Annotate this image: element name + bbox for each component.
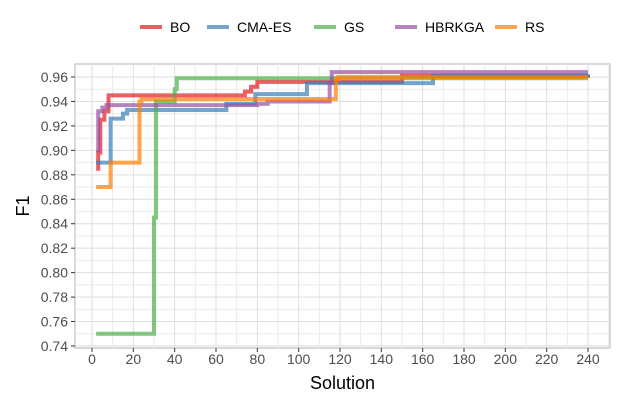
series-line-gs [96, 76, 588, 336]
series-line-rs [96, 75, 588, 190]
x-tick-label: 160 [411, 351, 435, 367]
y-tick-label: 0.78 [41, 289, 68, 305]
legend-label: RS [525, 19, 544, 35]
y-tick-label: 0.88 [41, 167, 68, 183]
y-tick-label: 0.84 [41, 216, 68, 232]
x-tick-label: 20 [126, 351, 142, 367]
x-tick-label: 0 [88, 351, 96, 367]
legend-label: HBRKGA [425, 19, 485, 35]
legend-label: CMA-ES [237, 19, 291, 35]
x-axis-label: Solution [310, 373, 375, 393]
x-tick-label: 40 [167, 351, 183, 367]
y-tick-label: 0.74 [41, 338, 68, 354]
y-tick-label: 0.90 [41, 142, 68, 158]
x-tick-label: 200 [494, 351, 518, 367]
y-tick-label: 0.86 [41, 191, 68, 207]
y-axis-label: F1 [13, 195, 33, 216]
y-tick-label: 0.80 [41, 265, 68, 281]
x-tick-label: 240 [576, 351, 600, 367]
y-tick-label: 0.96 [41, 69, 68, 85]
x-tick-label: 120 [328, 351, 352, 367]
x-tick-label: 60 [208, 351, 224, 367]
series-line-hbrkga [96, 70, 588, 153]
x-tick-label: 220 [535, 351, 559, 367]
legend-label: BO [170, 19, 190, 35]
y-tick-label: 0.92 [41, 118, 68, 134]
legend-label: GS [344, 19, 364, 35]
x-tick-label: 80 [250, 351, 266, 367]
y-tick-label: 0.94 [41, 93, 68, 109]
y-tick-label: 0.82 [41, 240, 68, 256]
x-tick-label: 180 [452, 351, 476, 367]
x-tick-label: 140 [370, 351, 394, 367]
y-tick-label: 0.76 [41, 314, 68, 330]
x-tick-label: 100 [287, 351, 311, 367]
